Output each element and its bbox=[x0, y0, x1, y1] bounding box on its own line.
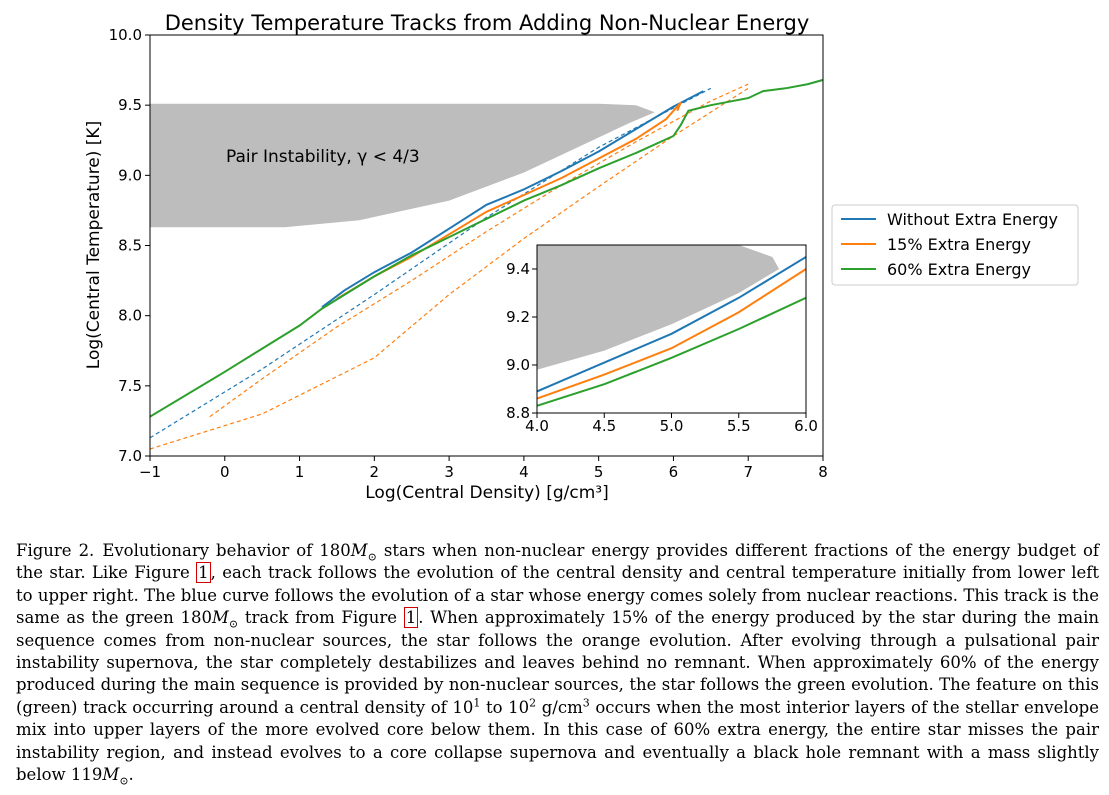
y-tick-label: 7.5 bbox=[118, 377, 142, 395]
y-tick-label: 9.5 bbox=[118, 96, 142, 114]
chart-title: Density Temperature Tracks from Adding N… bbox=[165, 11, 810, 35]
inset-pair-instability-region bbox=[537, 245, 780, 370]
x-tick-label: 4 bbox=[519, 463, 529, 481]
x-tick-label: 1 bbox=[295, 463, 305, 481]
y-tick-label: 9.0 bbox=[118, 166, 142, 184]
legend: Without Extra Energy 15% Extra Energy 60… bbox=[831, 204, 1079, 286]
y-tick-label: 8.5 bbox=[118, 237, 142, 255]
series-orange-solid bbox=[336, 101, 682, 300]
y-tick-label: 10.0 bbox=[109, 26, 142, 44]
chart: Density Temperature Tracks from Adding N… bbox=[84, 11, 1079, 503]
y-tick-label: 7.0 bbox=[118, 447, 142, 465]
series-green-solid bbox=[150, 78, 823, 418]
inset-x-tick-label: 4.0 bbox=[525, 417, 549, 435]
figure-ref-link[interactable]: 1 bbox=[403, 607, 419, 629]
inset-series-green bbox=[537, 296, 806, 407]
legend-label-60-extra: 60% Extra Energy bbox=[887, 260, 1031, 279]
pair-instability-region bbox=[150, 103, 655, 228]
series-orange-dashed-lower bbox=[150, 87, 749, 450]
figure-caption: Figure 2. Evolutionary behavior of 180M⊙ … bbox=[16, 541, 1100, 788]
x-axis-label: Log(Central Density) [g/cm³] bbox=[365, 483, 608, 503]
x-tick-label: 8 bbox=[818, 463, 828, 481]
series-blue-dashed bbox=[150, 87, 712, 439]
legend-box bbox=[831, 204, 1079, 286]
series-blue-solid bbox=[321, 90, 704, 308]
figure-ref-link[interactable]: 1 bbox=[196, 562, 211, 584]
x-tick-label: 6 bbox=[669, 463, 679, 481]
x-tick-label: 2 bbox=[370, 463, 380, 481]
inset-x-tick-label: 6.0 bbox=[794, 417, 818, 435]
x-tick-label: 5 bbox=[594, 463, 604, 481]
caption-label: Figure 2. bbox=[16, 541, 95, 560]
inset-x-tick-label: 5.5 bbox=[727, 417, 751, 435]
y-tick-label: 8.0 bbox=[118, 307, 142, 325]
legend-label-without-extra: Without Extra Energy bbox=[887, 210, 1058, 229]
inset-y-tick-label: 8.8 bbox=[506, 404, 530, 422]
series-orange-dashed bbox=[209, 83, 749, 418]
region-label: Pair Instability, γ < 4/3 bbox=[226, 147, 420, 167]
inset-y-tick-label: 9.2 bbox=[506, 308, 530, 326]
y-axis-label: Log(Central Temperature) [K] bbox=[84, 121, 104, 369]
x-tick-label: 0 bbox=[220, 463, 230, 481]
inset-y-tick-label: 9.0 bbox=[506, 356, 530, 374]
inset-x-tick-label: 4.5 bbox=[592, 417, 616, 435]
legend-label-15-extra: 15% Extra Energy bbox=[887, 235, 1031, 254]
inset-x-tick-label: 5.0 bbox=[660, 417, 684, 435]
x-tick-label: 3 bbox=[444, 463, 454, 481]
inset-y-tick-label: 9.4 bbox=[506, 260, 530, 278]
x-tick-label: −1 bbox=[139, 463, 161, 481]
x-tick-label: 7 bbox=[743, 463, 753, 481]
inset-series-orange bbox=[537, 268, 806, 400]
inset-series-blue bbox=[537, 256, 806, 393]
